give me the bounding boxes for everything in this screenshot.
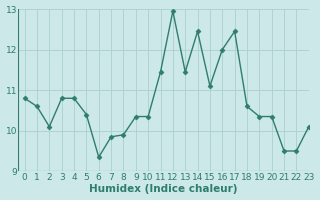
X-axis label: Humidex (Indice chaleur): Humidex (Indice chaleur) bbox=[89, 184, 238, 194]
